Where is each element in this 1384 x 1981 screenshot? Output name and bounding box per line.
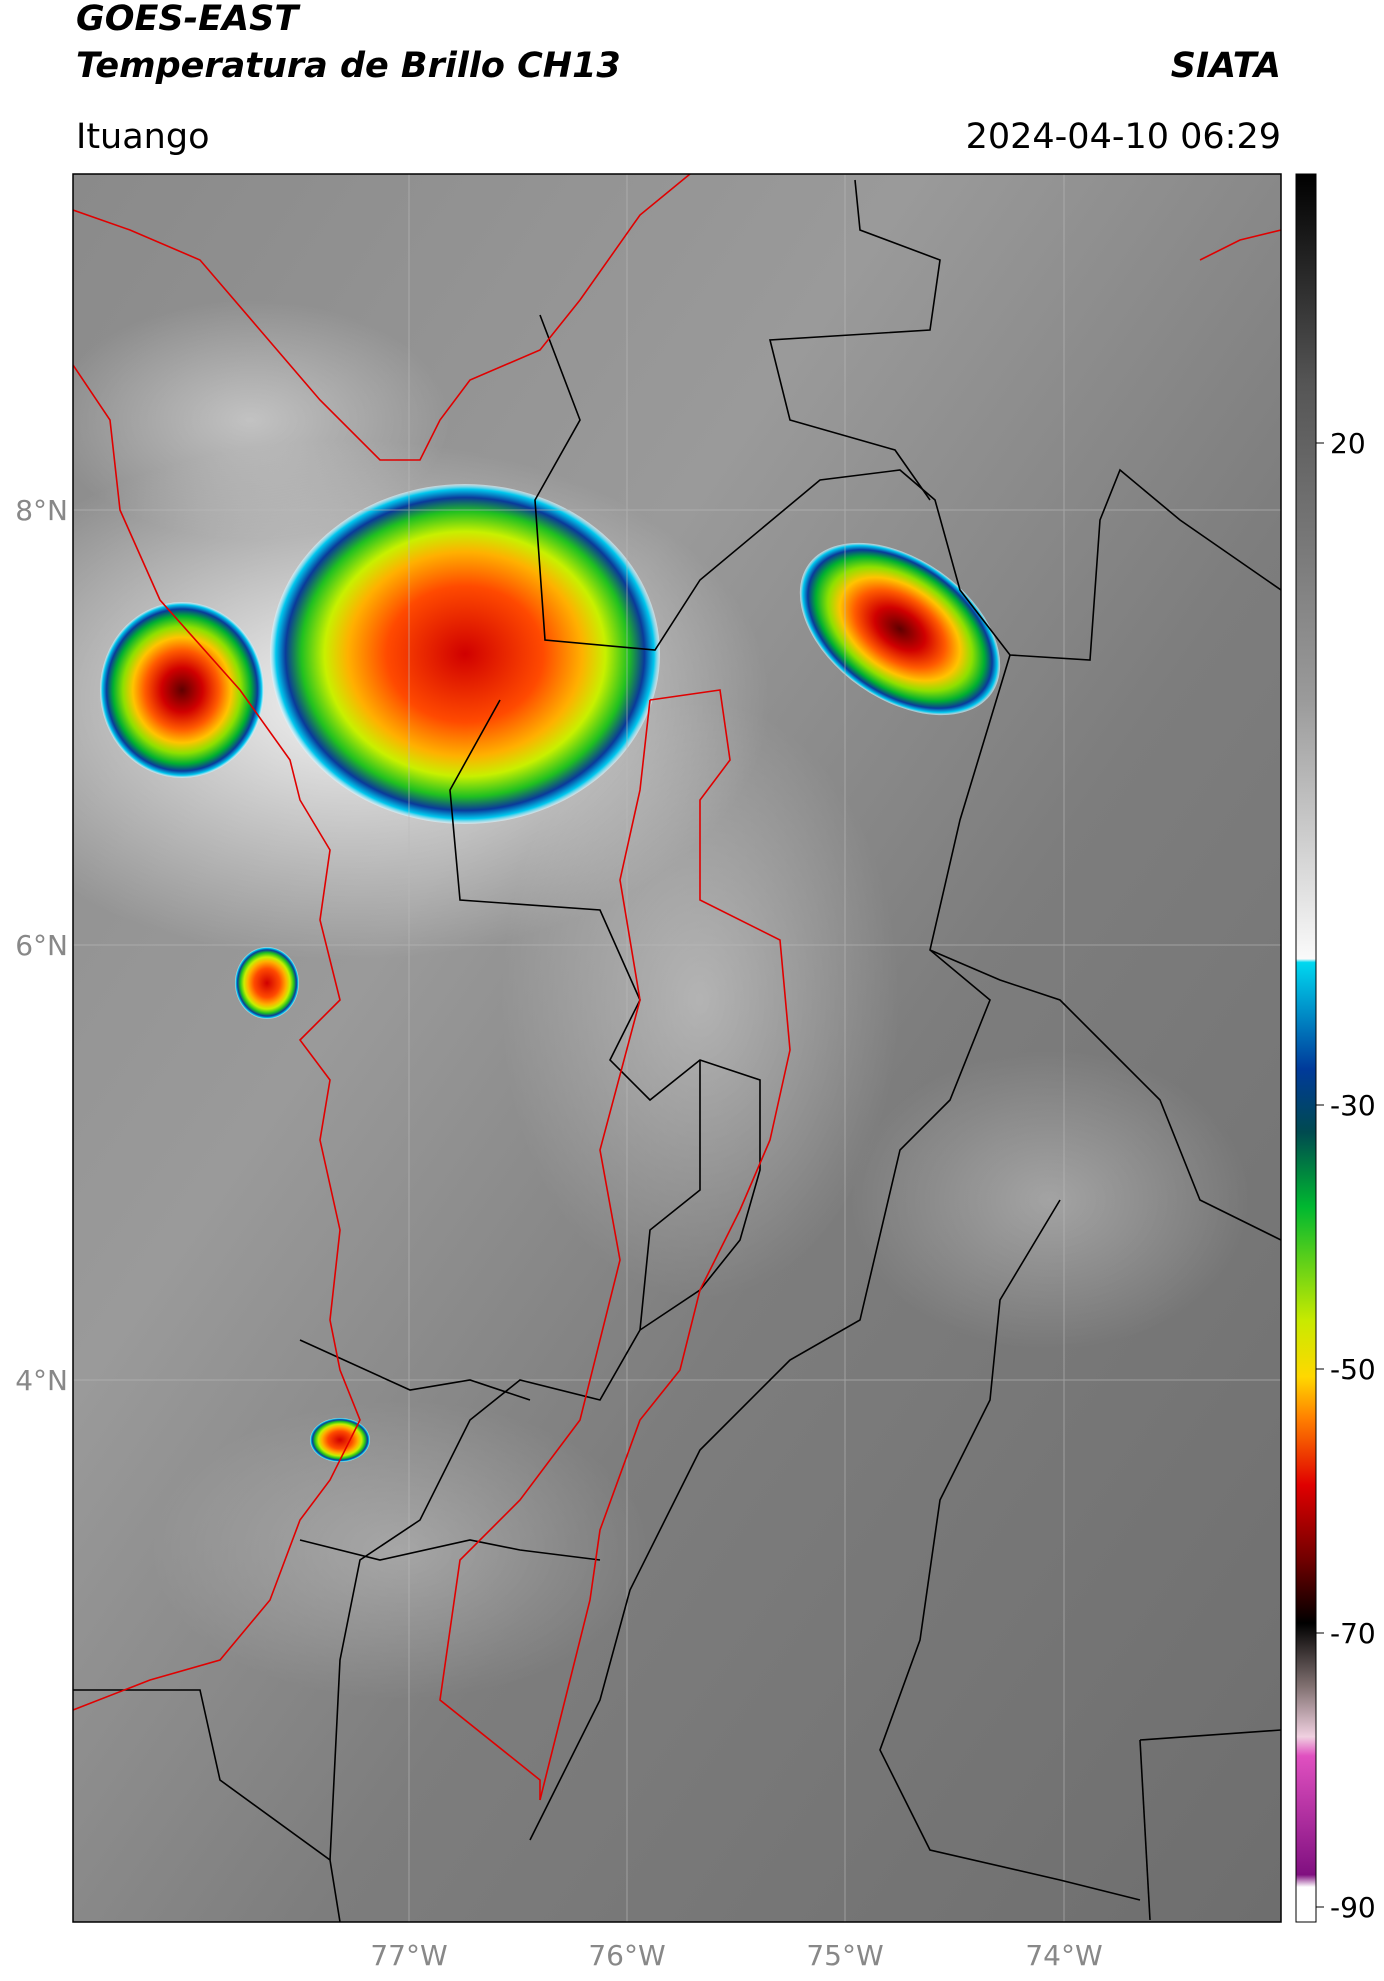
lon-label: 75°W [806,1939,883,1972]
lon-label: 76°W [588,1939,665,1972]
border [1139,1739,1151,1921]
border [929,949,1281,1241]
lon-label: 74°W [1025,1939,1102,1972]
cloud-glow [150,1400,650,1700]
department-border [539,689,791,1801]
colorbar-tick-label: 20 [1330,427,1366,460]
map-frame [72,173,1282,1923]
coast [73,364,361,1711]
lon-labels: 77°W 76°W 75°W 74°W [370,1939,1102,1972]
colorbar-tick-label: -30 [1330,1089,1376,1122]
subtitle: Temperatura de Brillo CH13 [76,46,621,86]
coast [1199,229,1281,261]
border [299,1539,601,1561]
coast [73,174,691,461]
brand: SIATA [1171,46,1281,86]
colorbar-tick-label: -90 [1330,1891,1376,1924]
cloud-glow [73,300,450,540]
datetime: 2024-04-10 06:29 [966,117,1281,157]
lat-label: 8°N [15,494,68,527]
border [529,654,1011,1841]
border [1139,1729,1281,1741]
storm-cell [235,947,299,1019]
lat-label: 6°N [15,929,68,962]
cloud-glow [850,1050,1250,1350]
colorbar-tick-label: -70 [1330,1617,1376,1650]
border [768,179,941,501]
department-border [439,699,651,1800]
coastline [73,174,1281,1801]
border [534,314,1281,661]
border [639,1060,701,1331]
borders [73,179,1281,1922]
colorbar-tick-label: -50 [1330,1353,1376,1386]
colorbar-ticks: 20 -30 -50 -70 -90 [1316,427,1376,1924]
map [73,174,1281,1922]
storm-cell [310,1418,370,1462]
storm-cell [270,484,660,824]
title: GOES-EAST [76,0,301,39]
location: Ituango [76,117,210,157]
lat-labels: 8°N 6°N 4°N [15,494,68,1397]
storm-cell [799,542,1001,716]
border [73,1689,341,1922]
storm-cell [100,602,264,778]
border [329,699,761,1861]
border [879,1199,1141,1901]
border [299,1339,531,1401]
lat-label: 4°N [15,1364,68,1397]
lon-label: 77°W [370,1939,447,1972]
colorbar [1295,173,1317,1923]
